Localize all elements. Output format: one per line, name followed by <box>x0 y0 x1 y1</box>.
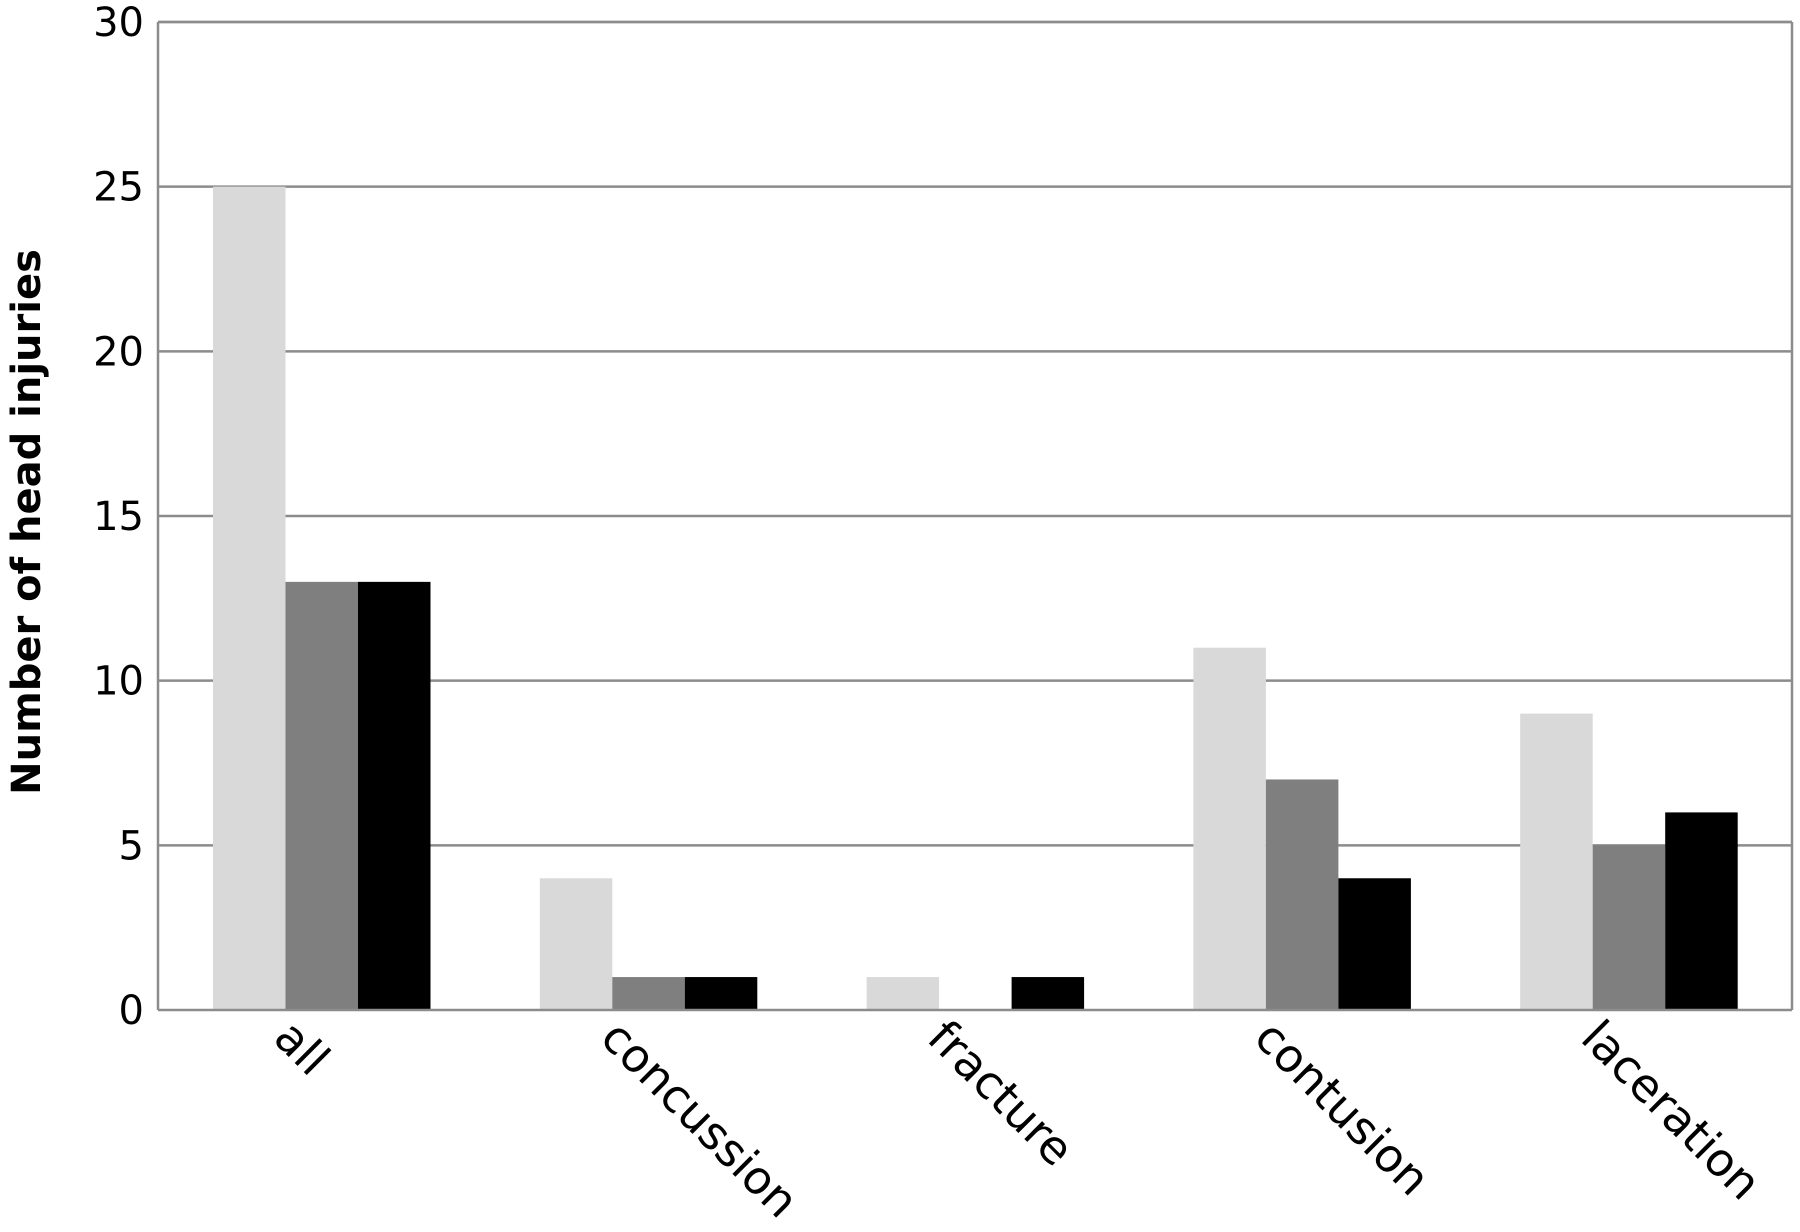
bar-laceration-series-2 <box>1592 845 1666 1010</box>
y-tick-label: 20 <box>93 329 144 375</box>
bar-concussion-series-2 <box>612 977 685 1010</box>
y-tick-label: 5 <box>119 823 144 869</box>
y-tick-label: 25 <box>93 165 144 211</box>
x-category-label-fracture: fracture <box>918 1010 1085 1177</box>
x-category-label-laceration: laceration <box>1571 1010 1772 1211</box>
bar-contusion-series-1 <box>1193 647 1266 1010</box>
y-tick-label: 0 <box>119 988 144 1034</box>
y-tick-label: 30 <box>93 0 144 46</box>
bar-all-series-2 <box>285 581 358 1010</box>
bars <box>213 186 1738 1010</box>
y-axis-title: Number of head injuries <box>4 249 50 795</box>
axes <box>156 20 1794 1012</box>
bar-concussion-series-3 <box>684 977 758 1010</box>
bar-all-series-3 <box>358 581 431 1010</box>
x-category-labels: all concussion fracture contusion laceration <box>264 1010 1772 1229</box>
bar-all-series-1 <box>213 186 286 1010</box>
y-tick-labels: 0 5 10 15 20 25 30 <box>93 0 144 1034</box>
bar-fracture-series-1 <box>866 977 940 1010</box>
bar-concussion-series-1 <box>539 878 613 1010</box>
bar-laceration-series-1 <box>1520 713 1593 1010</box>
bar-contusion-series-2 <box>1265 779 1339 1010</box>
x-category-label-concussion: concussion <box>591 1010 810 1229</box>
y-tick-label: 15 <box>93 494 144 540</box>
bar-fracture-series-3 <box>1011 977 1085 1010</box>
x-category-label-contusion: contusion <box>1244 1010 1440 1206</box>
y-tick-label: 10 <box>93 659 144 705</box>
bar-laceration-series-3 <box>1665 812 1738 1010</box>
bar-contusion-series-3 <box>1338 878 1411 1010</box>
x-category-label-all: all <box>264 1010 340 1086</box>
